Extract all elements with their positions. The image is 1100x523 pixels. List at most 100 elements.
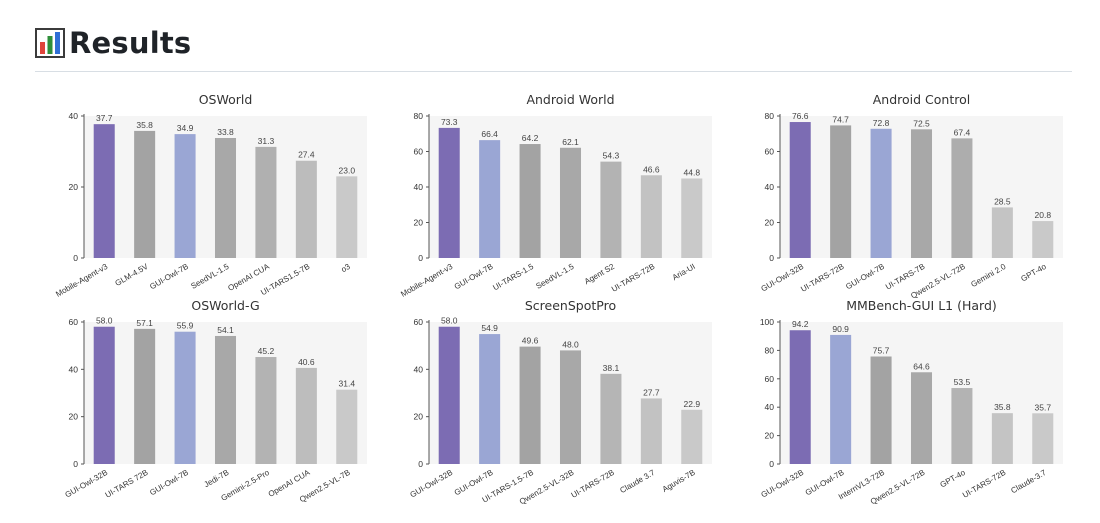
bar-gui-owl-7b bbox=[479, 140, 501, 258]
y-tick-label: 60 bbox=[765, 374, 775, 384]
data-label: 66.4 bbox=[481, 129, 498, 139]
chart-svg: OSWorld 0 20 40 37.7 Mobile-Agent-v3 35.8 GLM-4… bbox=[54, 92, 367, 299]
data-label: 94.2 bbox=[792, 319, 809, 329]
data-label: 27.7 bbox=[643, 387, 660, 397]
x-tick-label: GUI-Owl-32B bbox=[409, 468, 455, 500]
data-label: 67.4 bbox=[954, 127, 971, 137]
data-label: 54.9 bbox=[481, 323, 498, 333]
data-label: 28.5 bbox=[994, 196, 1011, 206]
x-tick-label: GUI-Owl-32B bbox=[760, 468, 806, 500]
chart-screenspotpro: ScreenSpotPro 0 20 40 60 58.0 GUI-Owl-32B 54.9 G… bbox=[377, 296, 717, 506]
x-tick-label: GUI-Owl-7B bbox=[453, 262, 495, 291]
x-tick-label: GLM-4.5V bbox=[114, 262, 151, 288]
x-tick-label: UI-TARS-72B bbox=[961, 468, 1007, 500]
data-label: 54.3 bbox=[603, 151, 620, 161]
x-tick-label: GPT-4o bbox=[939, 468, 968, 490]
y-tick-label: 40 bbox=[69, 364, 79, 374]
bar-jedi-7b bbox=[214, 335, 237, 464]
bar-gui-owl-32b bbox=[438, 326, 460, 464]
data-label: 53.5 bbox=[954, 377, 971, 387]
chart-title: OSWorld-G bbox=[191, 298, 259, 313]
bar-claude-3-7 bbox=[640, 398, 662, 464]
bar-gui-owl-7b bbox=[479, 334, 501, 464]
x-tick-label: SeedVL-1.5 bbox=[189, 262, 231, 291]
x-tick-label: Aguvis-7B bbox=[661, 468, 697, 494]
data-label: 48.0 bbox=[562, 339, 579, 349]
y-tick-label: 20 bbox=[765, 218, 775, 228]
bar-qwen2-5-vl-72b bbox=[951, 138, 973, 258]
y-tick-label: 0 bbox=[73, 253, 78, 263]
bar-ui-tars-72b bbox=[991, 413, 1013, 464]
x-tick-label: GUI-Owl-7B bbox=[148, 468, 190, 497]
y-tick-label: 20 bbox=[69, 182, 79, 192]
bar-internvl3-72b bbox=[870, 356, 892, 464]
x-tick-label: GUI-Owl-32B bbox=[760, 262, 806, 294]
bar-ui-tars-72b bbox=[134, 328, 156, 464]
data-label: 31.3 bbox=[258, 136, 275, 146]
x-tick-label: UI-TARS-72B bbox=[610, 262, 656, 294]
x-tick-label: SeedVL-1.5 bbox=[534, 262, 576, 291]
x-tick-label: Mobile-Agent-v3 bbox=[399, 262, 454, 299]
data-label: 31.4 bbox=[339, 379, 356, 389]
y-tick-label: 80 bbox=[765, 345, 775, 355]
chart-mmbench-gui-l1-hard: MMBench-GUI L1 (Hard) 0 20 40 60 80 100 94.2 GUI… bbox=[728, 296, 1068, 506]
data-label: 64.2 bbox=[522, 133, 539, 143]
data-label: 73.3 bbox=[441, 117, 458, 127]
data-label: 44.8 bbox=[684, 167, 701, 177]
chart-title: Android Control bbox=[873, 92, 971, 107]
x-tick-label: UI-TARS-72B bbox=[799, 262, 845, 294]
bar-seedvl-1-5 bbox=[559, 147, 582, 258]
chart-svg: Android Control 0 20 40 60 80 76.6 GUI-Owl-32B 7… bbox=[760, 92, 1063, 300]
y-tick-label: 0 bbox=[769, 459, 774, 469]
bar-agent-s2 bbox=[600, 161, 622, 258]
chart-osworld-g: OSWorld-G 0 20 40 60 58.0 GUI-Owl-32B 57.1 UI-TA… bbox=[32, 296, 372, 506]
data-label: 76.6 bbox=[792, 111, 809, 121]
bar-qwen2-5-vl-7b bbox=[336, 389, 358, 464]
x-tick-label: o3 bbox=[340, 262, 353, 275]
data-label: 34.9 bbox=[177, 123, 194, 133]
data-label: 75.7 bbox=[873, 346, 890, 356]
bar-mobile-agent-v3 bbox=[93, 124, 115, 258]
bar-ui-tars-72b bbox=[640, 175, 662, 258]
bar-ui-tars-1-5 bbox=[519, 144, 541, 258]
chart-osworld: OSWorld 0 20 40 37.7 Mobile-Agent-v3 35.8 GLM-4… bbox=[32, 90, 372, 300]
chart-svg: OSWorld-G 0 20 40 60 58.0 GUI-Owl-32B 57.1 UI-TA… bbox=[64, 298, 367, 504]
data-label: 38.1 bbox=[603, 363, 620, 373]
x-tick-label: GUI-Owl-7B bbox=[148, 262, 190, 291]
data-label: 46.6 bbox=[643, 164, 660, 174]
data-label: 35.8 bbox=[136, 120, 153, 130]
bar-seedvl-1-5 bbox=[214, 138, 237, 258]
y-tick-label: 20 bbox=[414, 412, 424, 422]
y-tick-label: 40 bbox=[414, 364, 424, 374]
bar-openai-cua bbox=[295, 367, 317, 464]
data-label: 33.8 bbox=[217, 127, 234, 137]
bar-glm-4-5v bbox=[134, 130, 156, 258]
bar-gemini-2-0 bbox=[991, 207, 1013, 258]
y-tick-label: 20 bbox=[765, 431, 775, 441]
data-label: 23.0 bbox=[339, 165, 356, 175]
y-tick-label: 100 bbox=[760, 317, 774, 327]
x-tick-label: UI-TARS-72B bbox=[570, 468, 616, 500]
data-label: 49.6 bbox=[522, 336, 539, 346]
bar-gui-owl-32b bbox=[789, 122, 811, 258]
bar-openai-cua bbox=[255, 146, 277, 258]
y-tick-label: 80 bbox=[414, 111, 424, 121]
data-label: 72.8 bbox=[873, 118, 890, 128]
x-tick-label: UI-TARS-1.5 bbox=[491, 262, 535, 293]
y-tick-label: 80 bbox=[765, 111, 775, 121]
y-tick-label: 20 bbox=[69, 412, 79, 422]
x-tick-label: Mobile-Agent-v3 bbox=[54, 262, 109, 299]
x-tick-label: GPT-4o bbox=[1019, 262, 1048, 284]
y-tick-label: 40 bbox=[69, 111, 79, 121]
chart-svg: Android World 0 20 40 60 80 73.3 Mobile-Agent-v… bbox=[399, 92, 712, 299]
bar-gpt-4o bbox=[1032, 221, 1054, 258]
y-tick-label: 40 bbox=[765, 402, 775, 412]
data-label: 35.8 bbox=[994, 402, 1011, 412]
bar-gui-owl-7b bbox=[174, 331, 196, 464]
y-tick-label: 60 bbox=[414, 147, 424, 157]
y-tick-label: 0 bbox=[73, 459, 78, 469]
bar-ui-tars-72b bbox=[600, 373, 622, 464]
bar-gui-owl-32b bbox=[93, 326, 115, 464]
bar-ui-tars1-5-7b bbox=[295, 160, 317, 258]
